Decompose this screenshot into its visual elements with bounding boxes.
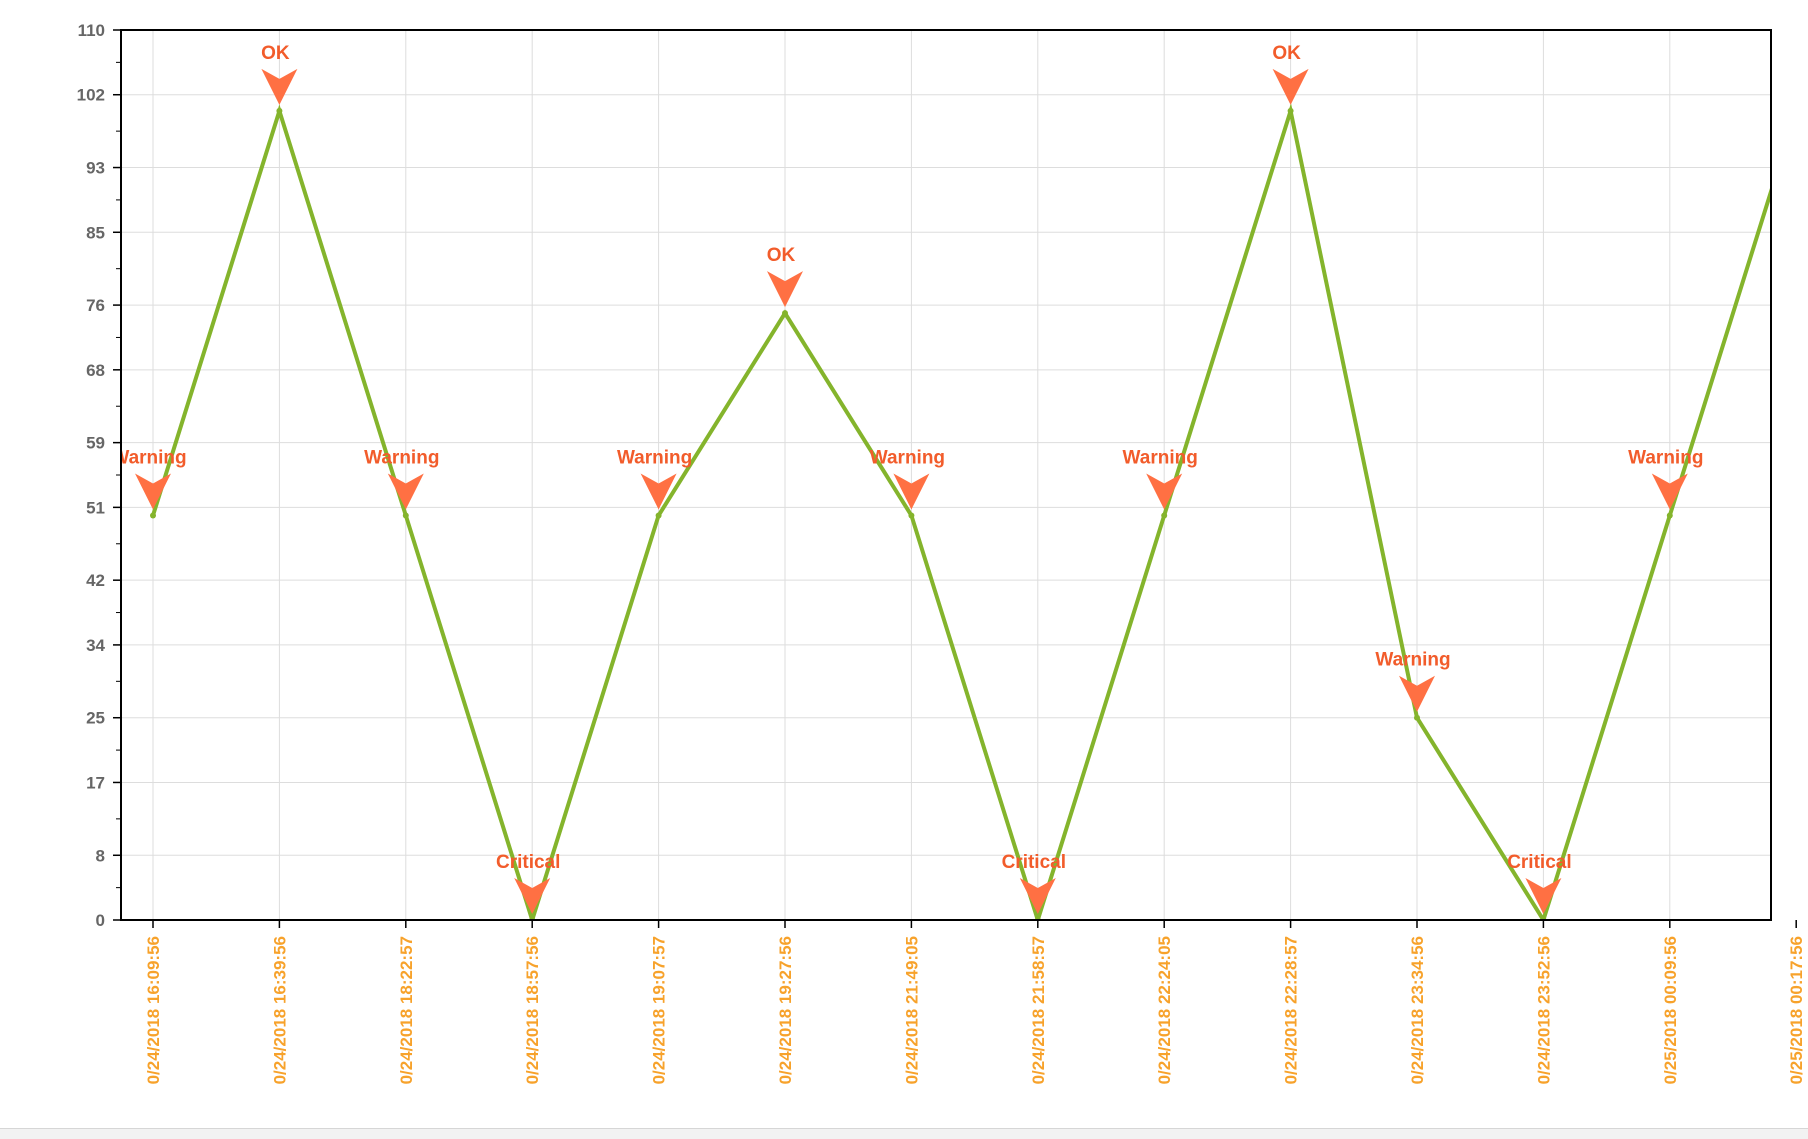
data-point xyxy=(1287,107,1294,114)
window-bottom-edge xyxy=(0,1128,1808,1139)
x-tick-label: 0/24/2018 23:52:56 xyxy=(1534,936,1553,1084)
x-tick-label: 0/24/2018 18:57:56 xyxy=(523,936,542,1084)
status-marker xyxy=(640,473,677,510)
x-tick-label: 0/24/2018 22:28:57 xyxy=(1282,936,1301,1084)
x-tick-label: 0/25/2018 00:09:56 xyxy=(1661,936,1680,1084)
y-tick-label: 42 xyxy=(86,571,105,590)
x-tick-label: 0/24/2018 21:49:05 xyxy=(902,936,921,1084)
status-annotations: Warning OK Warning Critical Warning OK Warning… xyxy=(111,43,1807,873)
status-label: Warning xyxy=(617,447,692,468)
status-label: Warning xyxy=(364,447,439,468)
x-tick-label: 0/24/2018 19:07:57 xyxy=(650,936,669,1084)
data-point xyxy=(276,107,283,114)
status-label: OK xyxy=(767,245,796,266)
plot-frame xyxy=(120,29,1772,921)
y-tick-label: 51 xyxy=(86,498,105,517)
y-tick-label: 0 xyxy=(96,911,105,930)
status-marker xyxy=(261,68,298,105)
status-label: Critical xyxy=(1002,852,1066,873)
x-tick-label: 0/24/2018 16:09:56 xyxy=(144,936,163,1084)
y-tick-label: 25 xyxy=(86,709,105,728)
status-label: Critical xyxy=(496,852,560,873)
x-tick-label: 0/24/2018 16:39:56 xyxy=(270,936,289,1084)
status-label: OK xyxy=(261,43,290,64)
x-tick-label: 0/24/2018 22:24:05 xyxy=(1155,936,1174,1084)
x-tick-label: 0/25/2018 00:17:56 xyxy=(1787,936,1806,1084)
axes xyxy=(113,29,1797,928)
x-tick-label: 0/24/2018 18:22:57 xyxy=(397,936,416,1084)
data-point xyxy=(1666,512,1673,519)
y-tick-label: 34 xyxy=(86,636,105,655)
y-tick-label: 8 xyxy=(96,846,105,865)
y-tick-label: 93 xyxy=(86,159,105,178)
status-label: Warning xyxy=(1375,650,1450,671)
status-label: Warning xyxy=(1628,447,1703,468)
status-marker xyxy=(514,878,551,914)
status-marker xyxy=(1019,878,1056,914)
status-marker xyxy=(1146,473,1183,510)
y-tick-label: 17 xyxy=(86,773,105,792)
y-axis-ticks: 0 8 17 25 34 42 51 59 68 76 85 93 102 110 xyxy=(77,21,106,930)
y-tick-label: 85 xyxy=(86,223,105,242)
status-marker xyxy=(1399,675,1435,712)
status-marker xyxy=(767,271,803,308)
status-label: Warning xyxy=(1123,447,1198,468)
data-point xyxy=(1161,512,1168,519)
data-point xyxy=(782,310,788,317)
status-label: Critical xyxy=(1507,852,1571,873)
status-markers xyxy=(135,68,1808,914)
y-tick-label: 110 xyxy=(78,21,105,40)
data-series xyxy=(150,102,1799,920)
x-axis-ticks: 0/24/2018 16:09:56 0/24/2018 16:39:56 0/24… xyxy=(144,936,1806,1084)
status-label: Warning xyxy=(111,447,186,468)
y-tick-label: 59 xyxy=(86,434,105,453)
data-point xyxy=(908,512,915,519)
series-line xyxy=(151,102,1771,920)
status-marker xyxy=(135,473,171,510)
x-tick-label: 0/24/2018 21:58:57 xyxy=(1029,936,1048,1084)
y-tick-label: 76 xyxy=(86,296,105,315)
status-marker xyxy=(387,473,424,510)
status-marker xyxy=(1272,68,1309,105)
status-marker xyxy=(893,473,930,510)
data-point xyxy=(1793,108,1799,114)
data-point xyxy=(655,512,662,519)
status-label: OK xyxy=(1778,43,1807,64)
status-marker xyxy=(1525,878,1562,914)
data-point xyxy=(402,512,409,519)
status-marker xyxy=(1778,69,1808,105)
data-point xyxy=(150,512,156,519)
status-label: OK xyxy=(1272,43,1301,64)
y-tick-label: 102 xyxy=(77,86,105,105)
status-marker xyxy=(1651,473,1688,510)
data-point xyxy=(1414,714,1420,721)
y-tick-label: 68 xyxy=(86,361,105,380)
status-label: Warning xyxy=(870,447,945,468)
grid xyxy=(121,30,1771,920)
x-tick-label: 0/24/2018 19:27:56 xyxy=(776,936,795,1084)
x-tick-label: 0/24/2018 23:34:56 xyxy=(1408,936,1427,1084)
